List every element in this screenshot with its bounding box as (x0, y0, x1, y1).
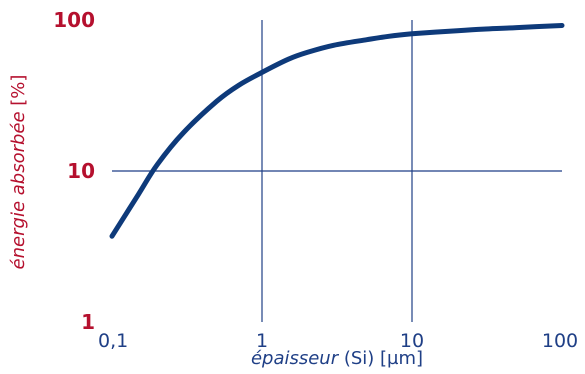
y-axis-label: énergie absorbée [%] (8, 75, 29, 270)
x-tick-label-10: 10 (400, 330, 424, 352)
x-axis-label: épaisseur (Si) [µm] (251, 348, 423, 369)
y-tick-label-100: 100 (53, 8, 95, 32)
x-tick-label-1: 1 (256, 330, 268, 352)
y-axis-label-italic: énergie absorbée (8, 111, 29, 269)
x-axis-label-unit: (Si) [µm] (338, 348, 423, 369)
y-axis-label-unit: [%] (8, 75, 29, 112)
y-tick-label-1: 1 (81, 310, 95, 334)
grid-lines (112, 20, 562, 322)
y-tick-label-10: 10 (67, 159, 95, 183)
x-axis-label-italic: épaisseur (251, 348, 340, 369)
series-layer (109, 23, 565, 239)
series-line-0 (109, 23, 565, 239)
x-tick-label-100: 100 (542, 330, 578, 352)
x-tick-label-0,1: 0,1 (98, 330, 128, 352)
